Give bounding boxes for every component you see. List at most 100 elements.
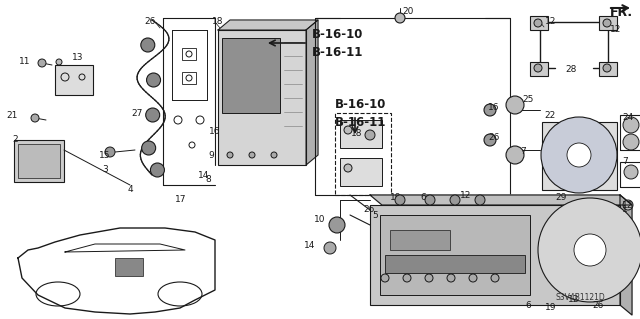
Text: 12: 12 xyxy=(622,201,634,210)
Bar xyxy=(530,16,548,30)
Circle shape xyxy=(603,64,611,72)
Ellipse shape xyxy=(567,143,591,167)
Circle shape xyxy=(105,147,115,157)
Text: 26: 26 xyxy=(488,133,499,143)
Circle shape xyxy=(623,240,633,250)
Text: 18: 18 xyxy=(351,129,362,137)
Bar xyxy=(218,30,306,165)
Text: 14: 14 xyxy=(303,241,315,249)
Circle shape xyxy=(623,200,633,210)
Text: 20: 20 xyxy=(402,8,413,17)
Text: 19: 19 xyxy=(545,303,557,313)
Circle shape xyxy=(506,96,524,114)
Circle shape xyxy=(141,141,156,155)
Circle shape xyxy=(329,217,345,233)
Text: 7: 7 xyxy=(520,147,525,157)
Polygon shape xyxy=(306,20,318,165)
Circle shape xyxy=(31,114,39,122)
Polygon shape xyxy=(218,20,318,30)
Circle shape xyxy=(147,73,161,87)
Circle shape xyxy=(324,242,336,254)
Bar xyxy=(18,144,60,178)
Bar xyxy=(620,115,640,150)
Bar xyxy=(115,258,143,276)
Text: 27: 27 xyxy=(132,108,143,117)
Circle shape xyxy=(249,152,255,158)
Circle shape xyxy=(624,165,638,179)
Circle shape xyxy=(506,146,524,164)
Text: 26: 26 xyxy=(592,300,604,309)
Ellipse shape xyxy=(574,234,606,266)
Circle shape xyxy=(475,195,485,205)
Text: 18: 18 xyxy=(212,18,223,26)
Text: 16: 16 xyxy=(209,128,221,137)
Text: 19: 19 xyxy=(390,194,401,203)
Text: 7: 7 xyxy=(622,158,628,167)
Text: 14: 14 xyxy=(198,170,209,180)
Bar xyxy=(222,38,280,113)
Bar xyxy=(182,72,196,84)
Text: 9: 9 xyxy=(208,151,214,160)
Bar xyxy=(370,205,620,305)
Bar xyxy=(340,120,382,148)
Bar xyxy=(340,158,382,186)
Text: B-16-11: B-16-11 xyxy=(335,115,387,129)
Circle shape xyxy=(469,274,477,282)
Text: S3V4B1121D: S3V4B1121D xyxy=(555,293,605,302)
Text: 12: 12 xyxy=(545,18,556,26)
Polygon shape xyxy=(620,195,632,315)
Circle shape xyxy=(146,108,160,122)
Circle shape xyxy=(344,164,352,172)
Text: 15: 15 xyxy=(99,151,110,160)
Circle shape xyxy=(447,274,455,282)
Text: 24: 24 xyxy=(622,114,633,122)
Circle shape xyxy=(381,274,389,282)
Bar xyxy=(599,16,617,30)
Text: B-16-10: B-16-10 xyxy=(335,99,387,112)
Circle shape xyxy=(623,220,633,230)
Text: 29: 29 xyxy=(555,194,566,203)
Circle shape xyxy=(425,274,433,282)
Bar xyxy=(542,122,617,190)
Circle shape xyxy=(534,19,542,27)
Text: 26: 26 xyxy=(144,18,156,26)
Text: 6: 6 xyxy=(420,194,426,203)
Text: 10: 10 xyxy=(314,216,325,225)
Circle shape xyxy=(623,117,639,133)
Bar xyxy=(530,62,548,76)
Text: 13: 13 xyxy=(72,53,83,62)
Polygon shape xyxy=(370,195,632,205)
Circle shape xyxy=(344,126,352,134)
Bar xyxy=(380,215,530,295)
Circle shape xyxy=(56,59,62,65)
Text: 5: 5 xyxy=(372,211,378,219)
Circle shape xyxy=(403,274,411,282)
Text: 21: 21 xyxy=(6,112,18,121)
Bar xyxy=(55,65,93,95)
Bar xyxy=(14,140,64,182)
Text: 2: 2 xyxy=(12,136,18,145)
Bar xyxy=(385,255,525,273)
Circle shape xyxy=(491,274,499,282)
Bar xyxy=(620,162,640,187)
Text: 4: 4 xyxy=(128,186,134,195)
Text: 25: 25 xyxy=(522,95,533,105)
Text: 22: 22 xyxy=(544,110,556,120)
Circle shape xyxy=(150,163,164,177)
Circle shape xyxy=(623,134,639,150)
Circle shape xyxy=(141,38,155,52)
Text: 28: 28 xyxy=(565,65,577,75)
Circle shape xyxy=(450,195,460,205)
Text: 26: 26 xyxy=(364,205,375,214)
Ellipse shape xyxy=(541,117,617,193)
Bar xyxy=(390,230,450,250)
Text: 12: 12 xyxy=(568,295,579,305)
Text: 12: 12 xyxy=(460,190,472,199)
Text: 17: 17 xyxy=(175,196,186,204)
Bar xyxy=(599,62,617,76)
Text: FR.: FR. xyxy=(610,5,633,19)
Text: B-16-10: B-16-10 xyxy=(312,28,364,41)
Circle shape xyxy=(534,64,542,72)
Circle shape xyxy=(271,152,277,158)
Circle shape xyxy=(603,19,611,27)
